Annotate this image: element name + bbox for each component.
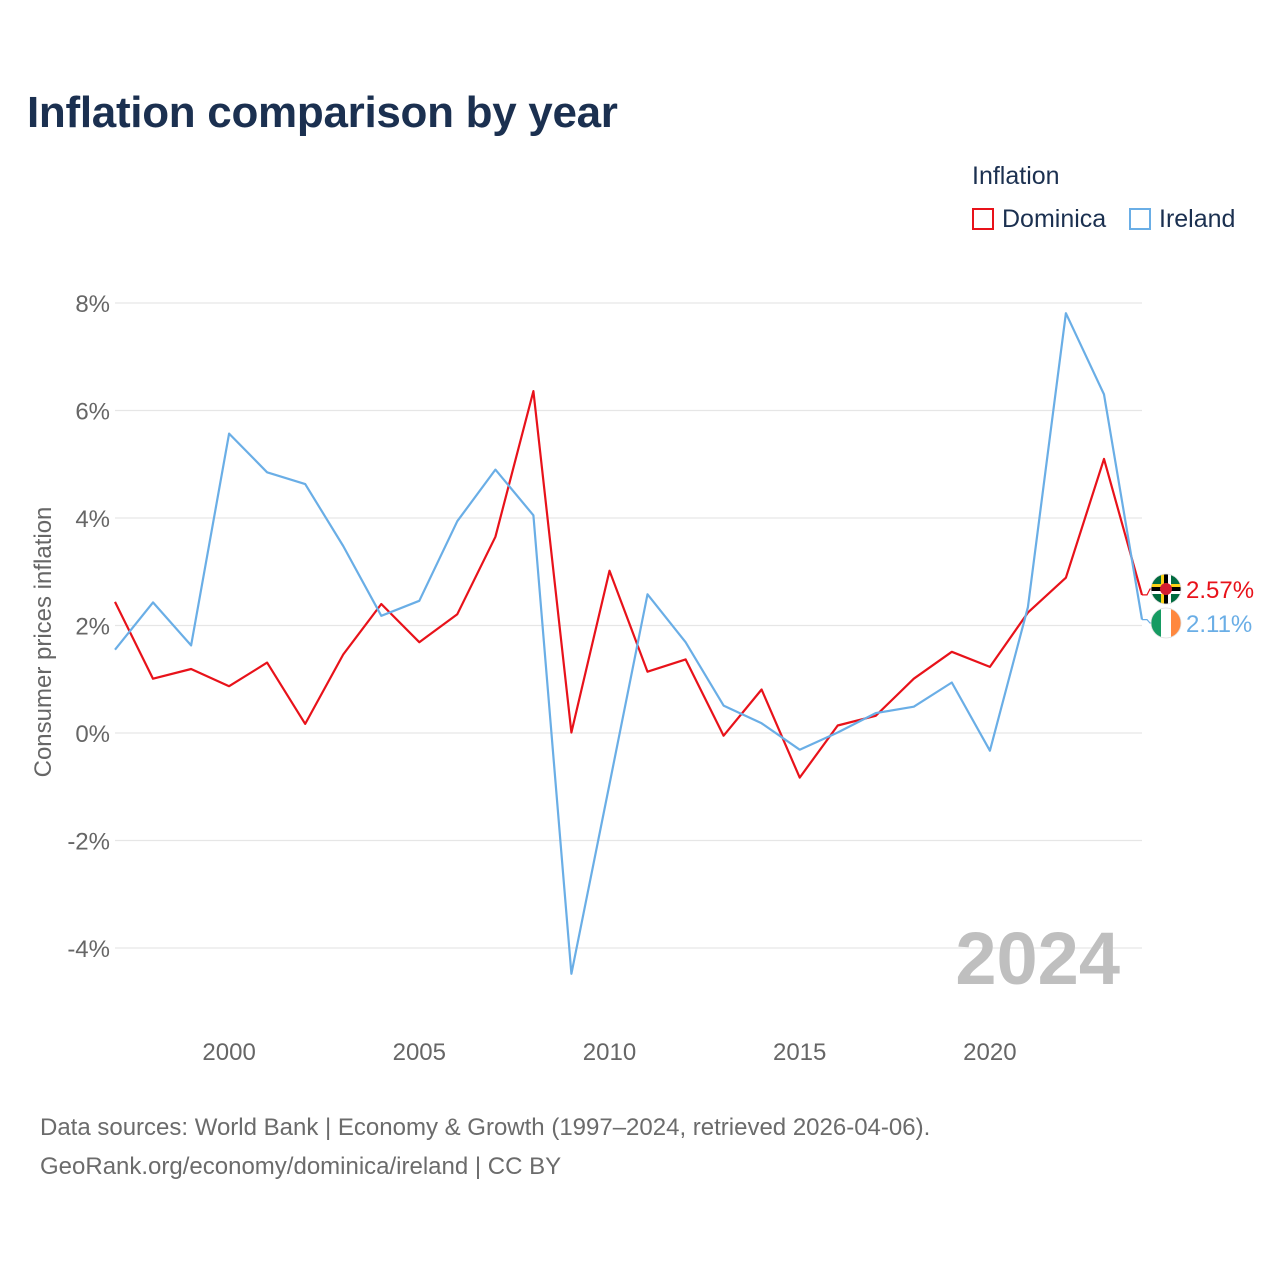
x-axis-ticks: 2000 2005 2010 2015 2020 [202,1039,1016,1066]
x-tick-label: 2010 [583,1039,636,1066]
x-tick-label: 2005 [393,1039,446,1066]
x-tick-label: 2000 [202,1039,255,1066]
legend-swatch-dominica [972,208,994,230]
x-tick-label: 2020 [963,1039,1016,1066]
y-tick-label: -2% [67,829,110,856]
series-line-dominica [114,390,1144,779]
y-tick-label: 0% [75,721,110,748]
data-source: Data sources: World Bank | Economy & Gro… [40,1108,930,1186]
y-tick-label: 6% [75,399,110,426]
end-value-label-ireland: 2.11% [1186,611,1252,638]
y-axis-ticks: 8% 6% 4% 2% 0% -2% -4% [67,291,110,963]
y-tick-label: 8% [75,291,110,318]
legend-label-dominica: Dominica [1002,204,1107,233]
y-tick-label: 4% [75,506,110,533]
legend-title: Inflation [972,162,1060,190]
legend-item-ireland[interactable]: Ireland [1129,204,1235,234]
legend-swatch-ireland [1129,208,1151,230]
flag-outline [1150,607,1182,639]
series-end-labels: 2.57% 2.11% [1142,573,1254,639]
x-tick-label: 2015 [773,1039,826,1066]
source-line-2[interactable]: GeoRank.org/economy/dominica/ireland | C… [40,1153,562,1180]
chart-title: Inflation comparison by year [27,88,618,137]
source-line-1: Data sources: World Bank | Economy & Gro… [40,1114,931,1141]
y-axis-label: Consumer prices inflation [30,507,57,778]
legend-label-ireland: Ireland [1159,204,1236,233]
series-line-ireland [114,312,1144,975]
year-watermark: 2024 [955,917,1120,1000]
grid-lines [115,302,1142,949]
y-tick-label: -4% [67,936,110,963]
y-tick-label: 2% [75,614,110,641]
flag-outline [1150,573,1182,605]
dominica-flag-icon [1151,574,1181,604]
series-lines [114,312,1144,975]
end-value-label-dominica: 2.57% [1186,577,1254,604]
legend-item-dominica[interactable]: Dominica [972,204,1106,234]
ireland-flag-icon [1151,608,1181,638]
